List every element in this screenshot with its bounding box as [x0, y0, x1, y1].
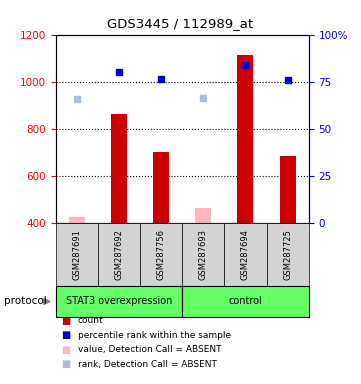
Text: control: control [229, 296, 262, 306]
Text: rank, Detection Call = ABSENT: rank, Detection Call = ABSENT [78, 360, 217, 369]
Text: GSM287691: GSM287691 [73, 229, 82, 280]
Text: GSM287692: GSM287692 [115, 229, 123, 280]
Bar [111, 114, 127, 223]
Text: ■: ■ [61, 345, 71, 355]
Text: protocol: protocol [4, 296, 46, 306]
Bar [279, 156, 296, 223]
Bar [238, 55, 253, 223]
Bar [69, 217, 85, 223]
Text: STAT3 overexpression: STAT3 overexpression [66, 296, 172, 306]
Text: GSM287756: GSM287756 [157, 229, 166, 280]
Text: GSM287693: GSM287693 [199, 229, 208, 280]
Text: GDS3445 / 112989_at: GDS3445 / 112989_at [108, 17, 253, 30]
Bar [195, 208, 211, 223]
Text: ■: ■ [61, 316, 71, 326]
Text: percentile rank within the sample: percentile rank within the sample [78, 331, 231, 340]
Text: ■: ■ [61, 359, 71, 369]
Bar [153, 152, 169, 223]
Text: count: count [78, 316, 103, 325]
Text: value, Detection Call = ABSENT: value, Detection Call = ABSENT [78, 345, 221, 354]
Text: GSM287694: GSM287694 [241, 229, 250, 280]
Text: GSM287725: GSM287725 [283, 229, 292, 280]
Text: ■: ■ [61, 330, 71, 340]
